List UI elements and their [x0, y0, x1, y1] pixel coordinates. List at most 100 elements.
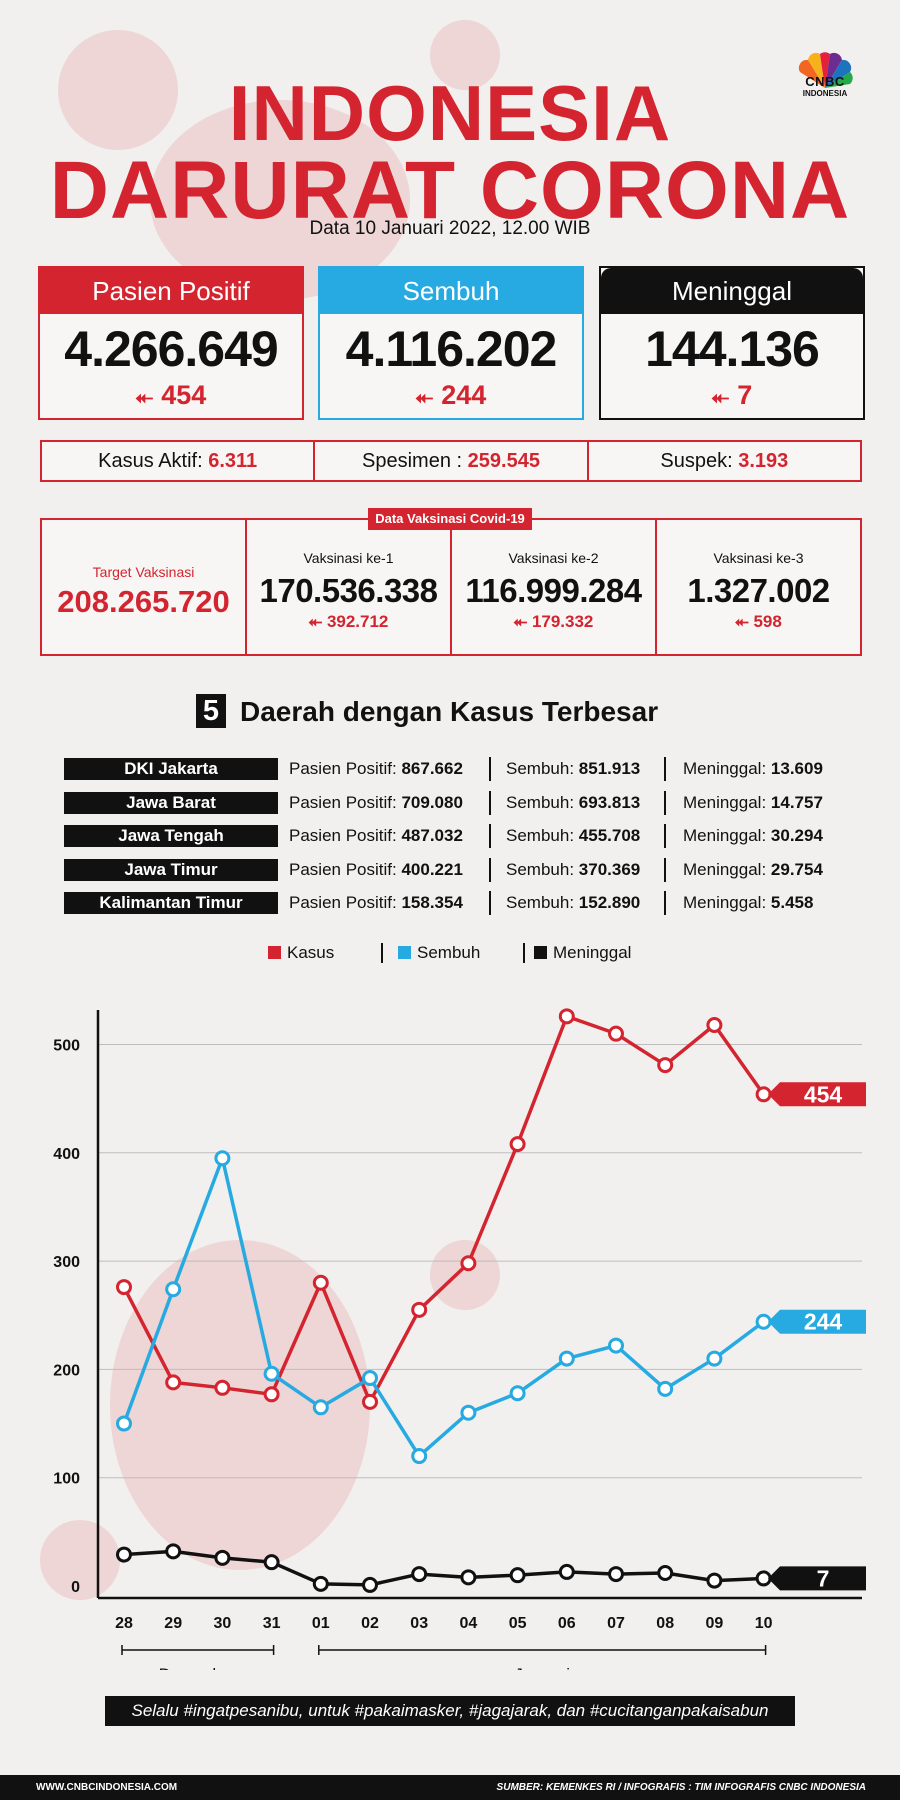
dose-increase: 598 — [753, 612, 782, 631]
virus-decoration — [430, 1240, 500, 1310]
title-line-2: DARURAT CORONA — [49, 145, 851, 236]
legend-sembuh: Sembuh — [398, 943, 480, 963]
region-name: Jawa Timur — [64, 858, 278, 881]
meninggal-label: Meninggal: — [683, 792, 767, 812]
x-tick-label: 01 — [312, 1615, 330, 1632]
x-tick-label: 08 — [656, 1615, 674, 1632]
region-sembuh: Sembuh: 693.813 — [506, 792, 640, 814]
data-point — [706, 1016, 723, 1033]
month-label: Desember — [159, 1665, 238, 1670]
double-chevron-up-icon: ⯬ — [513, 612, 532, 631]
card-sembuh-increase-row: ⯬ 244 — [320, 380, 582, 411]
sembuh-label: Sembuh: — [506, 759, 575, 778]
card-sembuh-label: Sembuh — [320, 268, 582, 314]
sembuh-value: 370.369 — [578, 859, 641, 879]
data-point — [263, 1386, 280, 1403]
meninggal-value: 5.458 — [770, 893, 814, 912]
data-point — [558, 1563, 575, 1580]
legend-meninggal: Meninggal — [534, 943, 631, 963]
data-point — [165, 1374, 182, 1391]
card-sembuh-increase: 244 — [441, 380, 487, 410]
data-point — [608, 1025, 624, 1042]
footer-website: WWW.CNBCINDONESIA.COM — [36, 1782, 178, 1793]
sembuh-label: Sembuh: — [506, 826, 575, 845]
double-chevron-up-icon: ⯬ — [711, 384, 730, 409]
card-positif-value: 4.266.649 — [64, 321, 278, 377]
positif-label: Pasien Positif: — [289, 893, 397, 912]
data-point — [509, 1136, 526, 1153]
data-point — [706, 1350, 723, 1367]
sembuh-value: 455.708 — [578, 826, 641, 845]
meninggal-label: Meninggal: — [683, 893, 767, 912]
card-meninggal-increase: 7 — [737, 380, 753, 410]
positif-label: Pasien Positif: — [289, 759, 397, 778]
footer-quote: Selalu #ingatpesanibu, untuk #pakaimaske… — [105, 1696, 795, 1726]
vaccination-dose-2: Vaksinasi ke-2 116.999.284 ⯬ 179.332 — [452, 520, 657, 654]
meninggal-value: 14.757 — [770, 792, 823, 812]
x-tick-label: 03 — [410, 1615, 428, 1632]
row-divider — [489, 824, 491, 848]
region-name: DKI Jakarta — [64, 758, 278, 780]
double-chevron-up-icon: ⯬ — [735, 612, 754, 631]
row-divider — [664, 857, 666, 882]
logo-text: CNBC — [805, 74, 845, 89]
dose-label: Vaksinasi ke-2 — [508, 550, 599, 566]
positif-label: Pasien Positif: — [289, 792, 397, 812]
meninggal-value: 30.294 — [770, 826, 823, 845]
region-positif: Pasien Positif: 487.032 — [289, 825, 463, 847]
row-divider — [664, 891, 666, 915]
dose-label: Vaksinasi ke-3 — [713, 550, 804, 566]
title-line-1: INDONESIA — [228, 69, 672, 157]
vaccination-tag: Data Vaksinasi Covid-19 — [368, 508, 532, 530]
data-point — [263, 1554, 280, 1571]
stat-label: Kasus Aktif: — [98, 450, 203, 472]
region-positif: Pasien Positif: 400.221 — [289, 859, 463, 881]
row-divider — [664, 790, 666, 815]
y-tick-label: 100 — [53, 1471, 80, 1488]
region-sembuh: Sembuh: 370.369 — [506, 859, 640, 881]
x-tick-label: 10 — [755, 1615, 773, 1632]
footer-source: SUMBER: KEMENKES RI / INFOGRAFIS : TIM I… — [496, 1782, 866, 1793]
y-tick-label: 400 — [53, 1146, 80, 1163]
meninggal-label: Meninggal: — [683, 859, 767, 879]
legend-swatch — [398, 946, 411, 959]
dose-label: Vaksinasi ke-1 — [303, 550, 394, 566]
meninggal-label: Meninggal: — [683, 759, 767, 778]
sembuh-label: Sembuh: — [506, 792, 575, 812]
card-positif: Pasien Positif 4.266.649 ⯬ 454 — [38, 266, 304, 420]
virus-decoration — [58, 30, 178, 150]
section-number: 5 — [196, 694, 226, 728]
positif-value: 867.662 — [401, 759, 463, 778]
positif-label: Pasien Positif: — [289, 859, 397, 879]
row-divider — [664, 757, 666, 781]
end-value-label: 244 — [804, 1309, 843, 1335]
card-sembuh: Sembuh 4.116.202 ⯬ 244 — [318, 266, 584, 420]
data-point — [657, 1057, 674, 1074]
card-meninggal: Meninggal 144.136 ⯬ 7 — [599, 266, 865, 420]
stat-value: 3.193 — [738, 450, 789, 472]
region-meninggal: Meninggal: 29.754 — [683, 859, 823, 881]
row-divider — [489, 857, 491, 882]
x-tick-label: 30 — [214, 1615, 232, 1632]
legend-divider — [381, 943, 383, 963]
stat-row: Kasus Aktif: 6.311 Spesimen : 259.545 Su… — [40, 440, 862, 482]
row-divider — [664, 824, 666, 848]
data-point — [312, 1399, 329, 1416]
target-label: Target Vaksinasi — [92, 564, 195, 580]
region-positif: Pasien Positif: 158.354 — [289, 892, 463, 914]
double-chevron-up-icon: ⯬ — [135, 384, 154, 409]
stat-value: 259.545 — [467, 450, 540, 472]
double-chevron-up-icon: ⯬ — [415, 384, 434, 409]
month-label: Januari — [514, 1665, 570, 1670]
sembuh-value: 152.890 — [578, 893, 641, 912]
x-tick-label: 06 — [558, 1615, 576, 1632]
data-point — [411, 1566, 428, 1583]
target-value: 208.265.720 — [57, 584, 230, 619]
data-point — [509, 1385, 526, 1402]
data-point — [608, 1566, 624, 1583]
vaccination-dose-3: Vaksinasi ke-3 1.327.002 ⯬ 598 — [657, 520, 860, 654]
footer-bar: WWW.CNBCINDONESIA.COM SUMBER: KEMENKES R… — [0, 1775, 900, 1800]
data-date: Data 10 Januari 2022, 12.00 WIB — [309, 218, 591, 239]
positif-value: 400.221 — [401, 859, 463, 879]
y-tick-label: 0 — [71, 1579, 80, 1596]
